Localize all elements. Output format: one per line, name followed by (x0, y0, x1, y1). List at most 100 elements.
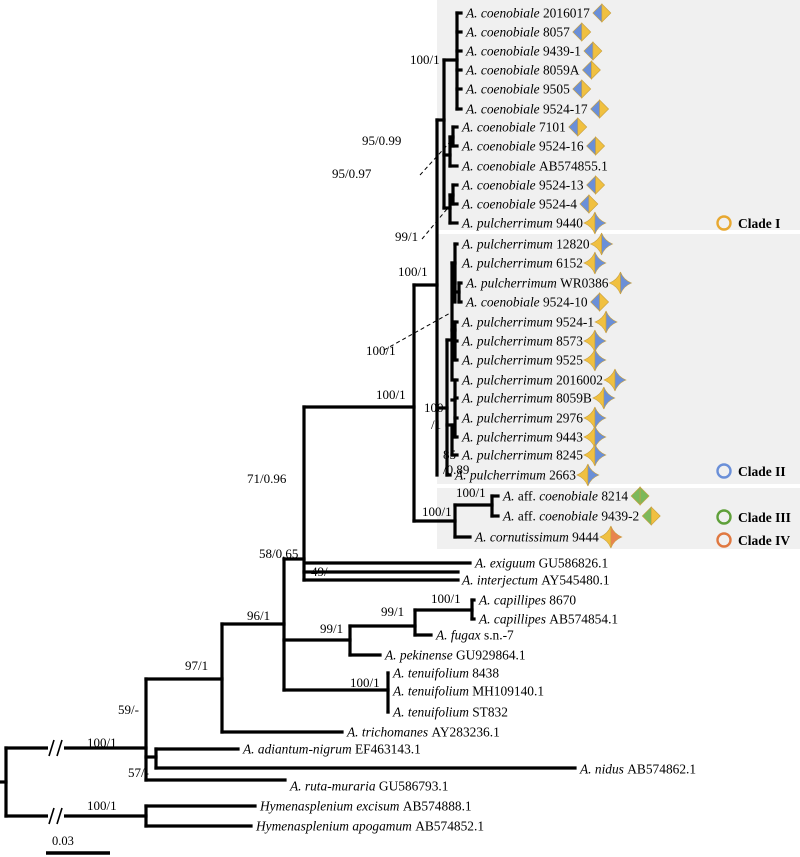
tip-voucher: AB574888.1 (403, 799, 472, 814)
support-value: 100/1 (87, 735, 117, 750)
tip-voucher: 2976 (556, 411, 583, 426)
tip-voucher: 8573 (556, 334, 583, 349)
tip-voucher: AB574852.1 (415, 819, 484, 834)
tip-label: A. coenobiale 2016017 (465, 6, 590, 21)
tip-genus: A. (461, 256, 477, 271)
star-marker-icon (583, 251, 596, 275)
tip-label: A. fugax s.n.-7 (435, 628, 514, 643)
star-marker-icon (610, 525, 623, 549)
support-value: 95/0.97 (332, 166, 372, 181)
star-marker-icon (592, 386, 605, 410)
tip-epithet: coenobiale (481, 295, 543, 310)
support-value: 58/0.65 (259, 546, 298, 561)
tip-voucher: 8214 (601, 489, 628, 504)
tip-genus: A. (465, 63, 481, 78)
tip-genus: A. (461, 411, 477, 426)
tip-voucher: 9524-4 (539, 197, 577, 212)
tip-genus: A. (461, 315, 477, 330)
support-value: 100/1 (350, 675, 380, 690)
tip-label: A. tenuifolium 8438 (392, 666, 499, 681)
diamond-marker-icon (581, 79, 592, 99)
tip-genus: Hymenasplenium (259, 799, 356, 814)
star-marker-icon (594, 251, 607, 275)
star-marker-icon (594, 329, 607, 353)
clade-label: Clade IV (738, 533, 790, 548)
tip-voucher: 9524-1 (556, 315, 594, 330)
tip-genus: A. (346, 725, 362, 740)
tip-voucher: 9439-1 (543, 44, 581, 59)
tip-aff: aff. (518, 509, 539, 524)
tip-epithet: tenuifolium (408, 705, 472, 720)
tip-voucher: 9505 (543, 82, 570, 97)
diamond-marker-icon (599, 99, 610, 119)
tip-voucher: 9524-16 (539, 139, 584, 154)
tip-epithet: pulcherrimum (476, 430, 556, 445)
support-value: 99/1 (395, 229, 418, 244)
tip-genus: A. (461, 237, 477, 252)
tip-voucher: 8670 (549, 593, 576, 608)
tip-genus: A. (461, 448, 477, 463)
tip-genus: A. (502, 489, 518, 504)
tip-voucher: AY545480.1 (541, 573, 609, 588)
clade-label: Clade I (738, 216, 780, 231)
tip-genus: A. (478, 593, 494, 608)
tip-genus: A. (461, 353, 477, 368)
tip-label: A. aff. coenobiale 8214 (502, 489, 628, 504)
tip-epithet: coenobiale (481, 44, 543, 59)
support-values: 100/1 95/0.99 95/0.97 99/1 100/1 100/1 100/1 10… (87, 52, 486, 813)
tip-voucher: EF463143.1 (355, 742, 421, 757)
tip-voucher: 8059B (556, 391, 592, 406)
support-value: 59/- (118, 702, 139, 717)
support-value: 85 (443, 447, 456, 462)
tip-voucher: 9524-13 (539, 178, 584, 193)
tip-label: A. pekinense GU929864.1 (384, 648, 526, 663)
star-marker-icon (587, 463, 600, 487)
tip-epithet: trichomanes (362, 725, 432, 740)
tip-label: A. coenobiale 9524-10 (465, 295, 588, 310)
tip-label: A. coenobiale 7101 (461, 120, 566, 135)
tip-epithet: cornutissimum (490, 530, 572, 545)
tip-genus: A. (465, 44, 481, 59)
tip-voucher: 2663 (549, 468, 576, 483)
tip-epithet: fugax (451, 628, 484, 643)
tip-genus: A. (461, 120, 477, 135)
tip-label: A. pulcherrimum 8059B (461, 391, 592, 406)
tip-epithet: tenuifolium (408, 666, 472, 681)
tip-label: A. coenobiale AB574855.1 (461, 159, 608, 174)
star-marker-icon (594, 310, 607, 334)
tip-label: A. coenobiale 9524-16 (461, 139, 584, 154)
diamond-marker-icon (650, 506, 661, 526)
support-value: 99/1 (320, 621, 343, 636)
star-marker-icon (603, 386, 616, 410)
tip-genus: A. (461, 430, 477, 445)
tip-label: A. coenobiale 9524-4 (461, 197, 577, 212)
tip-label: A. pulcherrimum WR0386 (465, 276, 609, 291)
support-leader-line (419, 141, 451, 176)
tip-voucher: 2016017 (543, 6, 590, 21)
tip-voucher: ST832 (472, 705, 508, 720)
tip-genus: A. (392, 684, 408, 699)
tip-label: A. pulcherrimum 2663 (454, 468, 576, 483)
tip-label: A. adiantum-nigrum EF463143.1 (242, 742, 421, 757)
star-marker-icon (614, 368, 627, 392)
tip-genus: A. (454, 468, 470, 483)
tip-epithet: coenobiale (477, 178, 539, 193)
tip-genus: A. (461, 178, 477, 193)
tip-label: A. trichomanes AY283236.1 (346, 725, 500, 740)
star-marker-icon (583, 211, 596, 235)
tree-branches (0, 11, 577, 828)
tip-label: A. capillipes 8670 (478, 593, 576, 608)
diamond-marker-icon (591, 60, 601, 80)
tip-epithet: coenobiale (481, 82, 543, 97)
tip-voucher: 2016002 (556, 373, 603, 388)
support-leader-lines (383, 141, 453, 351)
diamond-marker-icon (595, 136, 606, 156)
tip-voucher: 8245 (556, 448, 583, 463)
tip-epithet: apogamum (352, 819, 415, 834)
tip-label: A. pulcherrimum 2016002 (461, 373, 603, 388)
support-value: 100/1 (376, 387, 406, 402)
tip-label: A. pulcherrimum 8245 (461, 448, 583, 463)
star-marker-icon (594, 406, 607, 430)
